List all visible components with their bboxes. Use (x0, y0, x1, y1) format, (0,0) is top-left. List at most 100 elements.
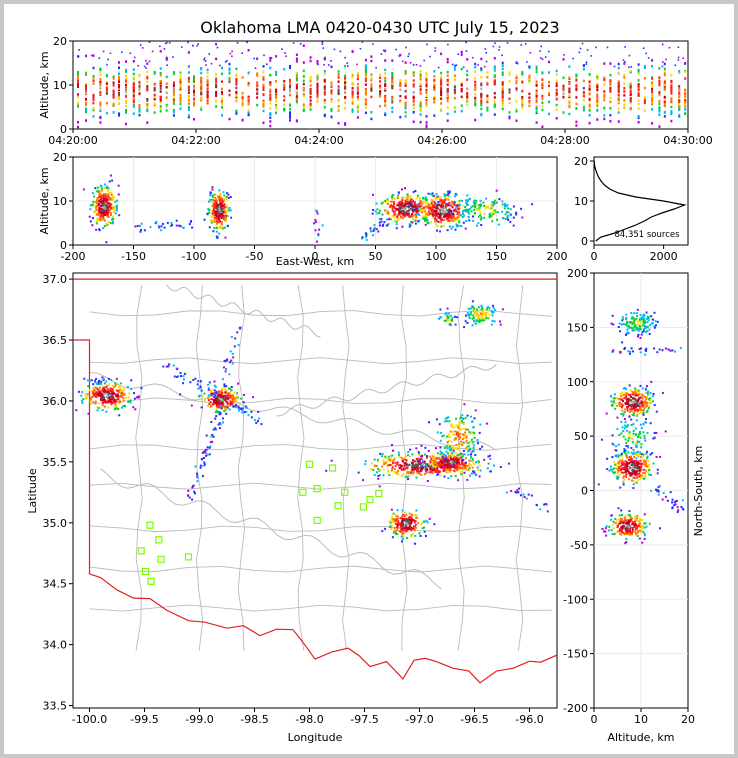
time-height-source (506, 42, 509, 44)
plan-source (453, 460, 456, 463)
plan-source (211, 433, 214, 436)
east-west-source (106, 224, 109, 226)
time-height-source (596, 100, 599, 104)
east-west-source (101, 200, 104, 203)
east-west-source (380, 220, 383, 223)
east-west-source (215, 205, 218, 208)
plan-source (422, 460, 424, 463)
plan-source (485, 317, 488, 320)
plan-source (395, 518, 397, 521)
time-height-source (453, 85, 456, 89)
east-west-source (458, 205, 461, 208)
time-height-source (295, 74, 298, 77)
plan-source (94, 400, 97, 403)
time-height-source (425, 121, 428, 124)
time-height-source (480, 104, 483, 107)
plan-source (197, 387, 200, 390)
time-height-source (364, 92, 367, 96)
time-height-source (283, 68, 286, 71)
plan-source (482, 313, 485, 316)
east-west-source (98, 200, 101, 203)
plan-source (456, 431, 458, 434)
east-west-source (457, 217, 460, 220)
time-height-source (330, 92, 333, 95)
time-height-source (215, 94, 218, 98)
time-height-source (582, 67, 585, 71)
time-height-source (262, 121, 265, 125)
time-height-source (200, 86, 203, 89)
time-height-source (658, 81, 661, 85)
time-height-source (651, 97, 654, 100)
plan-source (225, 391, 227, 394)
plan-source (440, 452, 443, 455)
plan-source (377, 474, 380, 477)
time-height-source (215, 99, 218, 103)
east-west-source (220, 203, 223, 206)
east-west-source (101, 197, 104, 200)
east-west-source (430, 221, 433, 224)
plan-source (227, 402, 230, 405)
east-west-source (466, 194, 469, 197)
time-height-source (384, 59, 387, 62)
time-height-source (677, 59, 680, 61)
time-height-source (515, 79, 518, 82)
time-height-source (624, 61, 626, 63)
east-west-source (512, 205, 515, 208)
time-height-source (535, 65, 538, 69)
east-west-source (230, 216, 233, 219)
east-west-source (212, 221, 215, 224)
plan-source (438, 463, 441, 466)
plan-source (402, 518, 405, 521)
time-height-source (316, 61, 319, 65)
plan-source (480, 312, 483, 315)
time-height-source (384, 99, 387, 103)
time-height-source (269, 73, 272, 77)
plan-source (418, 454, 421, 457)
time-height-source (370, 117, 373, 121)
plan-source (102, 399, 105, 402)
time-height-source (521, 104, 524, 107)
east-west-source (397, 208, 400, 211)
plan-source (456, 453, 459, 456)
time-height-source (159, 83, 162, 86)
time-height-source (266, 63, 268, 65)
plan-source (391, 459, 394, 462)
time-height-source (356, 105, 359, 109)
plan-source (460, 452, 463, 455)
plan-source (212, 398, 215, 401)
east-west-source (416, 208, 419, 211)
time-height-source (582, 93, 585, 96)
plan-source (443, 461, 446, 464)
east-west-source (394, 207, 397, 210)
plan-source (219, 404, 222, 407)
time-height-source (412, 83, 415, 86)
time-height-source (384, 49, 387, 53)
plan-source (213, 398, 216, 401)
time-height-source (498, 49, 500, 51)
plan-source (448, 440, 451, 442)
east-west-source (107, 187, 110, 190)
plan-source (460, 440, 463, 443)
plan-source (218, 390, 221, 393)
plan-source (391, 466, 394, 469)
time-height-source (651, 77, 654, 80)
time-height-source (309, 95, 312, 99)
time-height-source (623, 105, 626, 109)
east-west-source (97, 204, 100, 207)
time-height-source (419, 104, 422, 108)
east-west-source (114, 212, 117, 215)
time-height-source (637, 72, 640, 76)
plan-source (400, 456, 403, 459)
east-west-source (480, 218, 483, 221)
time-height-source (364, 73, 367, 77)
plan-source (443, 319, 446, 322)
time-height-source (404, 61, 407, 64)
plan-source (207, 404, 210, 407)
time-height-source (486, 94, 489, 98)
plan-source (400, 528, 403, 531)
time-height-source (541, 82, 544, 85)
plan-source (81, 401, 84, 404)
plan-source (477, 460, 480, 463)
east-west-source (411, 221, 414, 224)
plan-source (114, 401, 117, 404)
